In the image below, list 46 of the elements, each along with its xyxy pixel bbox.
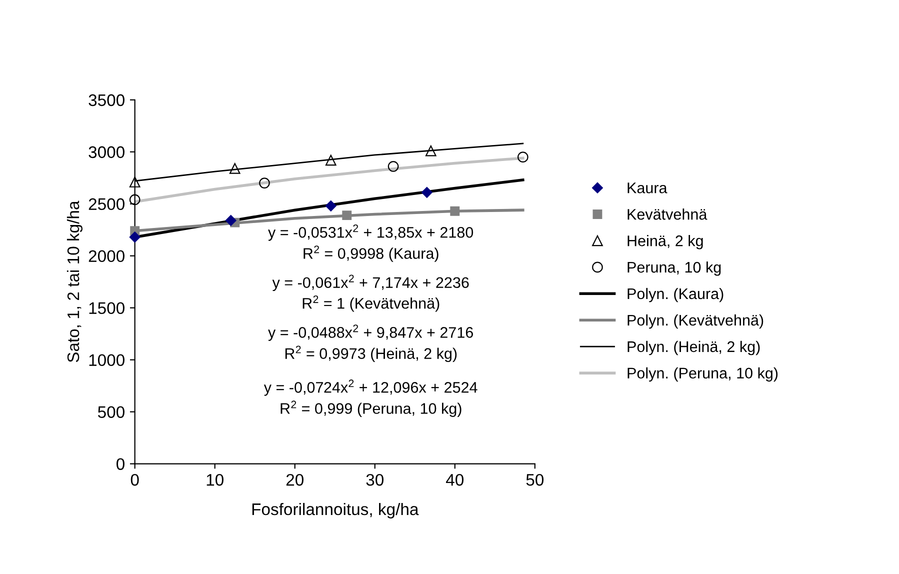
legend-label: Polyn. (Heinä, 2 kg): [628, 340, 760, 356]
point: [129, 232, 140, 243]
annotation: R$^{2}$ = 1 (Kevätvehnä): [302, 295, 440, 312]
annotation: y = -0,061x$^{2}$ + 7,174x + 2236: [272, 274, 469, 292]
annotation: y = -0,0531x$^{2}$ + 13,85x + 2180: [268, 224, 474, 241]
point: [325, 200, 336, 212]
annotation: y = -0,0724x$^{2}$ + 12,096x + 2524: [264, 380, 478, 396]
x-axis-title: Fosforilannoitus, kg/ha: [252, 502, 419, 518]
annotation: y = -0,0488x$^{2}$ + 9,847x + 2716: [268, 324, 473, 341]
point: [517, 152, 528, 162]
legend-label: Polyn. (Kaura): [628, 288, 724, 302]
x-tick-label: 30: [366, 474, 384, 486]
x-tick-label: 20: [286, 474, 304, 486]
legend-label: Kaura: [628, 182, 668, 194]
x-tick-label: 0: [130, 474, 139, 486]
point: [388, 161, 399, 172]
y-tick-label: 1000: [89, 354, 124, 366]
point: [129, 194, 140, 206]
y-axis-title: Sato, 1, 2 tai 10 kg/ha: [66, 200, 82, 362]
y-tick-label: 2500: [88, 198, 124, 210]
annotation: R$^{2}$ = 0,999 (Peruna, 10 kg): [280, 400, 462, 417]
x-tick-label: 10: [206, 474, 224, 486]
y-tick-label: 3500: [88, 94, 124, 106]
x-tick-label: 40: [446, 474, 464, 486]
point: [325, 154, 336, 166]
point: [421, 186, 432, 198]
point: [225, 215, 236, 226]
y-tick-label: 2000: [88, 250, 124, 262]
annotation: R$^{2}$ = 0,9998 (Kaura): [304, 246, 438, 262]
point: [342, 210, 352, 220]
legend-label: Polyn. (Kevätvehnä): [628, 314, 764, 329]
y-tick-label: 500: [98, 406, 124, 418]
x-tick-label: 50: [526, 474, 544, 486]
point: [425, 145, 436, 156]
y-tick-label: 0: [116, 458, 124, 470]
point: [229, 163, 240, 174]
point: [450, 206, 460, 216]
legend-label: Polyn. (Peruna, 10 kg): [628, 367, 778, 382]
point: [259, 178, 270, 188]
y-tick-label: 1500: [89, 302, 124, 314]
legend-label: Peruna, 10 kg: [628, 261, 721, 276]
legend-label: Kevätvehnä: [628, 208, 708, 220]
y-tick-label: 3000: [88, 146, 124, 158]
point: [129, 176, 140, 188]
legend-label: Heinä, 2 kg: [628, 235, 703, 250]
annotation: R$^{2}$ = 0,9973 (Heinä, 2 kg): [285, 346, 457, 362]
